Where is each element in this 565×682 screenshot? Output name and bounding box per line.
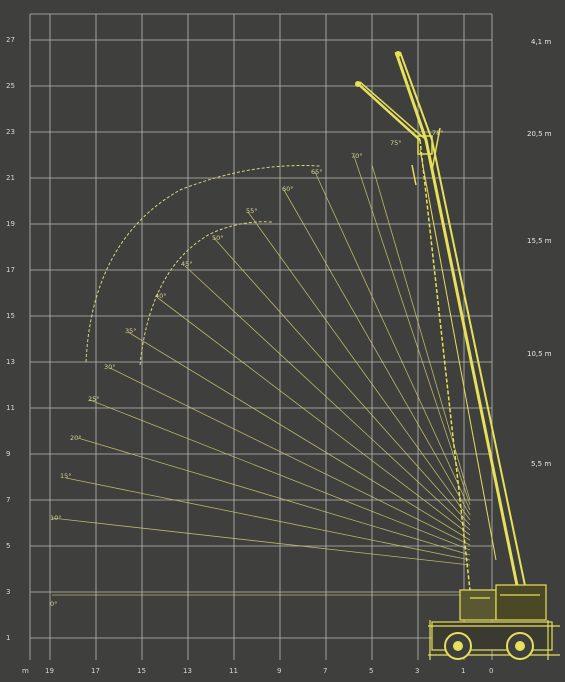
boom-length-label: 4,1 m (531, 38, 551, 46)
x-axis-ticks: m 19 17 15 13 11 9 7 5 3 1 0 (22, 667, 493, 675)
y-tick: 25 (6, 82, 15, 90)
boom-length-label: 15,5 m (527, 237, 552, 245)
y-tick: 23 (6, 128, 15, 136)
x-tick: 0 (489, 667, 493, 675)
x-tick: 1 (461, 667, 465, 675)
y-tick: 3 (6, 588, 10, 596)
x-tick: 15 (137, 667, 146, 675)
angle-label: 70° (351, 152, 363, 160)
y-tick: 13 (6, 358, 15, 366)
y-axis-ticks: 27 25 23 21 19 17 15 13 11 9 7 5 3 1 (6, 36, 15, 642)
angle-label: 0° (50, 600, 57, 608)
radius-arcs (85, 165, 321, 366)
x-tick: 19 (45, 667, 54, 675)
angle-label: 50° (212, 234, 224, 242)
angle-label: 25° (88, 395, 100, 403)
crane-carrier (428, 584, 560, 660)
angle-label: 60° (282, 185, 294, 193)
y-tick: 9 (6, 450, 10, 458)
y-tick: 17 (6, 266, 15, 274)
x-tick: 11 (229, 667, 238, 675)
y-tick: 15 (6, 312, 15, 320)
angle-labels: 0° 10° 15° 20° 25° 30° 35° 40° 45° 50° 5… (50, 129, 444, 608)
angle-label: 15° (60, 472, 72, 480)
y-tick: 1 (6, 634, 10, 642)
y-tick: 21 (6, 174, 15, 182)
crane-boom (355, 51, 529, 601)
x-tick: 17 (91, 667, 100, 675)
x-tick: 13 (183, 667, 192, 675)
y-tick: 5 (6, 542, 10, 550)
angle-label: 30° (104, 363, 116, 371)
angle-label: 35° (125, 327, 137, 335)
y-tick: 7 (6, 496, 10, 504)
y-tick: 11 (6, 404, 15, 412)
x-tick: m (22, 667, 29, 675)
angle-label: 75° (390, 139, 402, 147)
x-tick: 7 (323, 667, 327, 675)
angle-label: 10° (50, 514, 62, 522)
y-tick: 27 (6, 36, 15, 44)
x-tick: 5 (369, 667, 373, 675)
angle-label: 65° (311, 168, 323, 176)
boom-length-label: 5,5 m (531, 460, 551, 468)
angle-label: 45° (181, 260, 193, 268)
boom-length-labels: 4,1 m 20,5 m 15,5 m 10,5 m 5,5 m (527, 38, 552, 468)
angle-label: 40° (155, 292, 167, 300)
x-tick: 3 (415, 667, 419, 675)
angle-label: 20° (70, 434, 82, 442)
grid-lines (29, 13, 493, 660)
angle-label: 78° (432, 129, 444, 137)
boom-angle-rays (51, 155, 471, 596)
boom-length-label: 10,5 m (527, 350, 552, 358)
boom-length-label: 20,5 m (527, 130, 552, 138)
x-tick: 9 (277, 667, 281, 675)
angle-label: 55° (246, 207, 258, 215)
y-tick: 19 (6, 220, 15, 228)
